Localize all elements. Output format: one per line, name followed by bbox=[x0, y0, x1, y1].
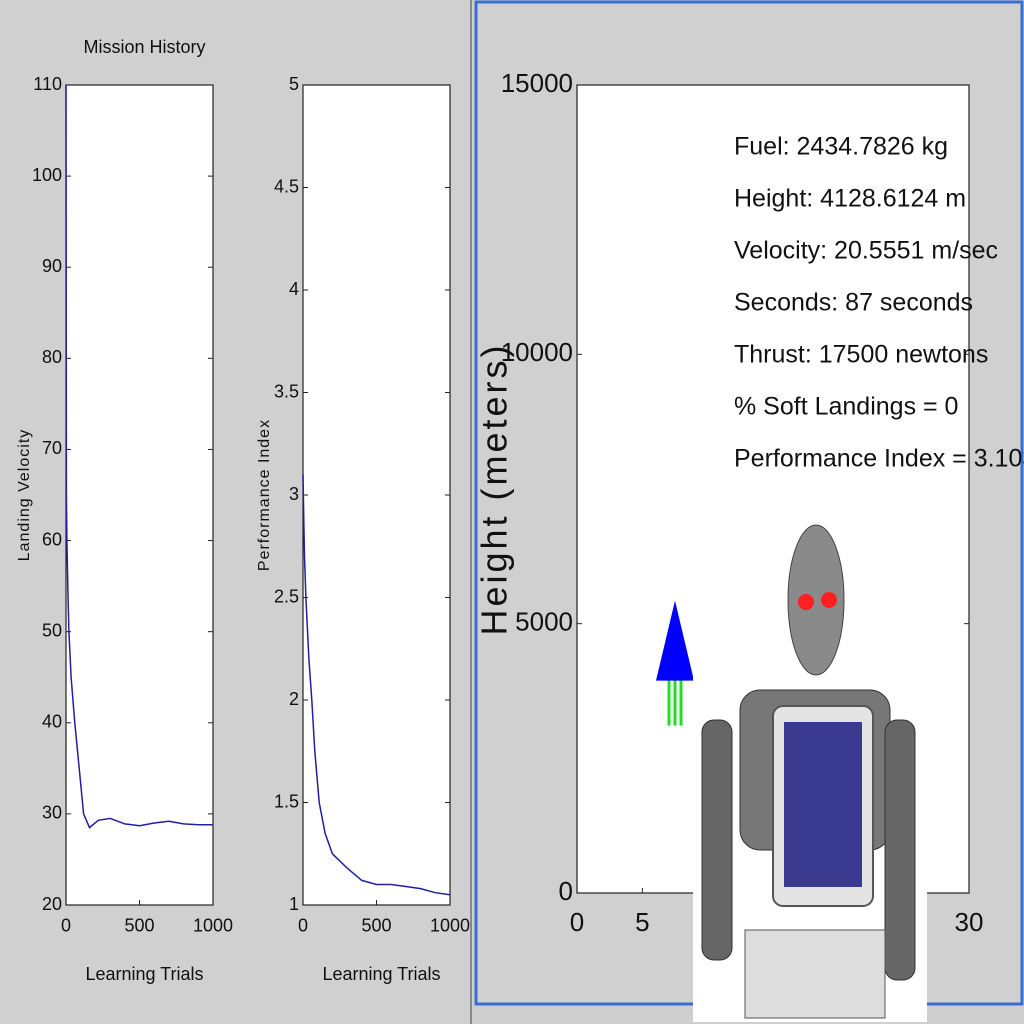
x-tick-label: 500 bbox=[361, 915, 391, 935]
annotation: Thrust: 17500 newtons bbox=[734, 341, 988, 369]
y-tick-label: 10000 bbox=[501, 337, 573, 367]
x-tick-label: 0 bbox=[298, 915, 308, 935]
x-tick-label: 500 bbox=[124, 915, 154, 935]
annotation: % Soft Landings = 0 bbox=[734, 393, 958, 421]
y-tick-label: 2.5 bbox=[274, 586, 299, 606]
x-tick-label: 0 bbox=[61, 915, 71, 935]
y-tick-label: 80 bbox=[42, 347, 62, 367]
annotation: Fuel: 2434.7826 kg bbox=[734, 133, 948, 161]
y-axis-label: Performance Index bbox=[256, 419, 273, 571]
x-tick-label: 1000 bbox=[430, 915, 470, 935]
y-tick-label: 4.5 bbox=[274, 176, 299, 196]
computer-base bbox=[744, 929, 886, 1019]
y-tick-label: 4 bbox=[289, 279, 299, 299]
robot-head bbox=[787, 524, 845, 676]
y-axis-label: Landing Velocity bbox=[16, 429, 33, 562]
tablet-screen bbox=[784, 722, 862, 887]
x-axis-label: Learning Trials bbox=[85, 964, 203, 984]
y-tick-label: 40 bbox=[42, 712, 62, 732]
y-tick-label: 90 bbox=[42, 256, 62, 276]
robot-picture bbox=[693, 519, 927, 1022]
data-line bbox=[65, 84, 213, 829]
annotation: Height: 4128.6124 m bbox=[734, 185, 966, 213]
y-tick-label: 2 bbox=[289, 689, 299, 709]
y-tick-label: 60 bbox=[42, 529, 62, 549]
y-tick-label: 70 bbox=[42, 438, 62, 458]
chart-title: Mission History bbox=[83, 37, 205, 57]
y-tick-label: 5000 bbox=[515, 607, 573, 637]
y-tick-label: 110 bbox=[33, 74, 62, 94]
x-tick-label: 5 bbox=[635, 907, 649, 937]
data-line bbox=[302, 474, 451, 896]
lander bbox=[656, 600, 694, 681]
y-tick-label: 30 bbox=[42, 803, 62, 823]
y-tick-label: 3.5 bbox=[274, 381, 299, 401]
y-tick-label: 100 bbox=[32, 165, 62, 185]
y-axis-label: Height (meters) bbox=[474, 342, 515, 635]
plot-area bbox=[302, 84, 451, 906]
x-tick-label: 1000 bbox=[193, 915, 233, 935]
robot-eye bbox=[798, 594, 814, 610]
robot-eye bbox=[821, 592, 837, 608]
y-tick-label: 20 bbox=[42, 894, 62, 914]
robot-arm bbox=[884, 719, 916, 981]
x-tick-label: 0 bbox=[570, 907, 584, 937]
annotation: Performance Index = 3.1033 bbox=[734, 445, 1024, 473]
robot-arm bbox=[701, 719, 733, 961]
x-axis-label: Learning Trials bbox=[322, 964, 440, 984]
y-tick-label: 1 bbox=[289, 894, 299, 914]
y-tick-label: 3 bbox=[289, 484, 299, 504]
y-tick-label: 5 bbox=[289, 74, 299, 94]
y-tick-label: 50 bbox=[42, 620, 62, 640]
plot-area bbox=[65, 84, 214, 906]
annotation: Velocity: 20.5551 m/sec bbox=[734, 237, 998, 265]
y-tick-label: 15000 bbox=[501, 68, 573, 98]
y-tick-label: 0 bbox=[559, 876, 573, 906]
y-tick-label: 1.5 bbox=[274, 791, 299, 811]
annotation: Seconds: 87 seconds bbox=[734, 289, 973, 317]
x-tick-label: 30 bbox=[955, 907, 984, 937]
